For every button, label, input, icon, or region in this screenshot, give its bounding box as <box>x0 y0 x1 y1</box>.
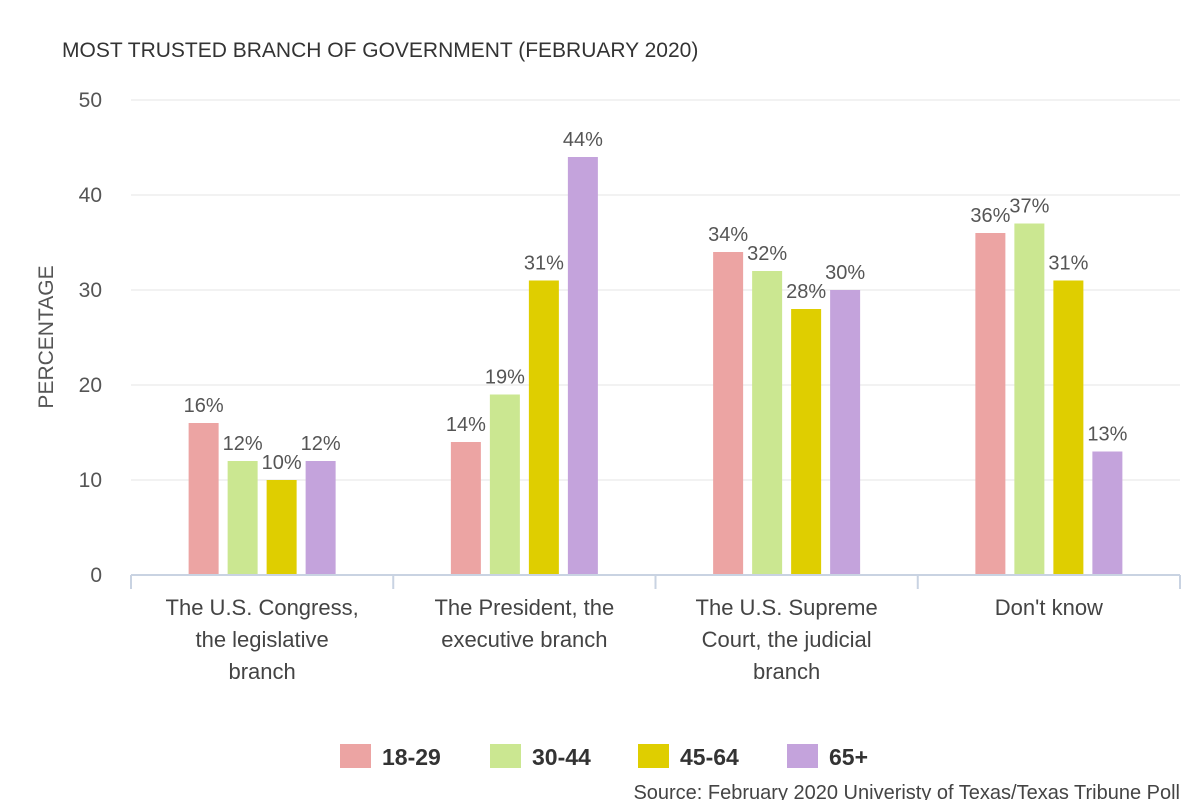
bars <box>188 157 1123 575</box>
legend-item: 18-29 <box>340 744 441 770</box>
chart-title: MOST TRUSTED BRANCH OF GOVERNMENT (FEBRU… <box>62 39 698 62</box>
bar <box>1092 451 1123 575</box>
legend-item: 45-64 <box>638 744 739 770</box>
y-tick-label: 10 <box>79 469 102 492</box>
legend: 18-29 30-44 45-64 65+ <box>340 744 868 770</box>
x-tick-label: The President, the executive branch <box>434 595 614 652</box>
data-label: 30% <box>825 262 865 284</box>
source-note: Source: February 2020 Univeristy of Texa… <box>633 782 1180 800</box>
data-label: 12% <box>223 433 263 455</box>
data-label: 36% <box>970 205 1010 227</box>
y-axis-ticks: 0 10 20 30 40 50 <box>79 89 102 587</box>
legend-label: 65+ <box>829 744 868 770</box>
data-label: 14% <box>446 414 486 436</box>
legend-swatch <box>490 744 521 768</box>
bar <box>713 252 744 575</box>
legend-item: 65+ <box>787 744 868 770</box>
bar <box>1014 223 1045 575</box>
y-tick-label: 50 <box>79 89 102 112</box>
bar <box>830 290 861 575</box>
bar <box>188 423 219 575</box>
legend-swatch <box>638 744 669 768</box>
data-label: 10% <box>262 452 302 474</box>
data-label: 28% <box>786 281 826 303</box>
data-label: 31% <box>1048 253 1088 275</box>
bar <box>489 394 520 575</box>
data-label: 44% <box>563 129 603 151</box>
data-label: 37% <box>1009 196 1049 218</box>
bar <box>567 157 598 575</box>
bar <box>305 461 336 575</box>
legend-label: 45-64 <box>680 744 739 770</box>
x-tick-label: Don't know <box>995 595 1103 620</box>
x-axis <box>130 574 1181 589</box>
data-label: 13% <box>1087 424 1127 446</box>
y-tick-label: 40 <box>79 184 102 207</box>
y-tick-label: 20 <box>79 374 102 397</box>
data-label: 19% <box>485 367 525 389</box>
data-labels: 16%12%10%12%14%19%31%44%34%32%28%30%36%3… <box>184 129 1128 474</box>
data-label: 16% <box>184 395 224 417</box>
legend-label: 18-29 <box>382 744 441 770</box>
x-tick-label: The U.S. Congress, the legislative branch <box>166 595 359 684</box>
bar <box>1053 280 1084 575</box>
x-tick-label: The U.S. Supreme Court, the judicial branc… <box>696 595 878 684</box>
bar <box>450 442 481 575</box>
bar <box>752 271 783 575</box>
bar <box>791 309 822 575</box>
y-axis-label: PERCENTAGE <box>35 265 58 408</box>
bar <box>975 233 1006 575</box>
y-tick-label: 0 <box>90 564 102 587</box>
legend-swatch <box>787 744 818 768</box>
bar <box>266 480 297 575</box>
data-label: 12% <box>301 433 341 455</box>
x-axis-ticks: The U.S. Congress, the legislative branch T… <box>166 595 1104 684</box>
bar <box>528 280 559 575</box>
data-label: 34% <box>708 224 748 246</box>
bar <box>227 461 258 575</box>
legend-swatch <box>340 744 371 768</box>
y-tick-label: 30 <box>79 279 102 302</box>
legend-label: 30-44 <box>532 744 591 770</box>
data-label: 31% <box>524 253 564 275</box>
legend-item: 30-44 <box>490 744 591 770</box>
data-label: 32% <box>747 243 787 265</box>
